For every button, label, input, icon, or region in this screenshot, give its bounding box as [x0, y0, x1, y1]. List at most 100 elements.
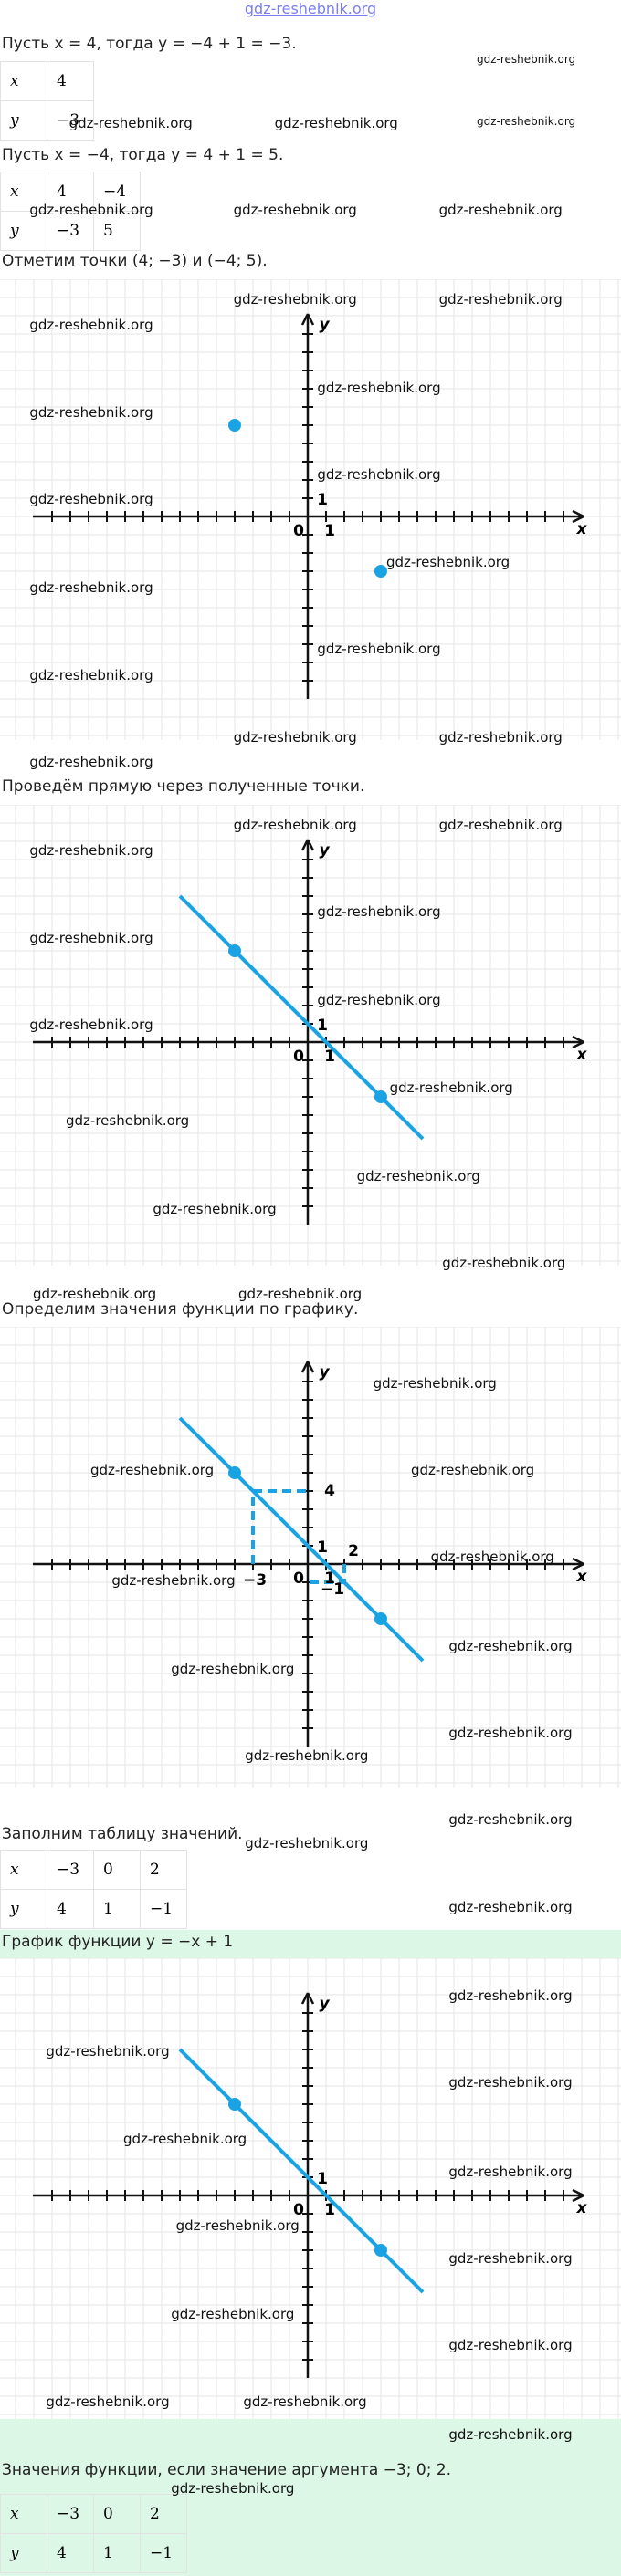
text: Пусть x = −4, тогда y = 4 + 1 = 5.	[2, 146, 284, 164]
axis-label: 1	[317, 1017, 328, 1035]
text: Проведём прямую через полученные точки.	[2, 777, 365, 796]
table-cell: 2	[140, 2494, 187, 2534]
watermark: gdz-reshebnik.org	[317, 466, 441, 484]
watermark: gdz-reshebnik.org	[448, 2163, 573, 2180]
table-cell: 0	[93, 1850, 141, 1890]
table-cell: −3	[47, 100, 94, 141]
watermark: gdz-reshebnik.org	[238, 1286, 363, 1303]
watermark: gdz-reshebnik.org	[243, 2393, 367, 2410]
watermark: gdz-reshebnik.org	[171, 2480, 295, 2497]
table-cell: −1	[140, 1889, 187, 1929]
axis-label: 1	[317, 2170, 328, 2188]
table-cell: 4	[47, 1889, 94, 1929]
axis-label: 1	[324, 522, 335, 540]
watermark: gdz-reshebnik.org	[123, 2130, 247, 2147]
axis-label: 1	[317, 1538, 328, 1557]
point	[228, 1466, 241, 1479]
watermark: gdz-reshebnik.org	[29, 202, 153, 219]
table-cell: y	[0, 1889, 47, 1929]
text: Определим значения функции по графику.	[2, 1300, 359, 1319]
watermark: gdz-reshebnik.org	[373, 1374, 497, 1392]
watermark: gdz-reshebnik.org	[175, 2217, 300, 2234]
text: Отметим точки (4; −3) и (−4; 5).	[2, 252, 268, 270]
watermark: gdz-reshebnik.org	[171, 1660, 295, 1677]
point	[374, 1612, 387, 1625]
table-row: y 4 1 −1	[0, 1889, 187, 1929]
point	[374, 2244, 387, 2257]
watermark: gdz-reshebnik.org	[29, 754, 153, 771]
text: Значения функции, если значение аргумент…	[2, 2461, 452, 2479]
axis-label: x	[576, 520, 588, 538]
graph: xy0 11 24−3 −1	[0, 1327, 621, 1788]
axis-label: 0	[293, 1048, 304, 1066]
watermark: gdz-reshebnik.org	[29, 1017, 153, 1034]
watermark: gdz-reshebnik.org	[245, 1747, 369, 1765]
point	[228, 944, 241, 957]
watermark: gdz-reshebnik.org	[438, 816, 563, 833]
watermark: gdz-reshebnik.org	[442, 1255, 566, 1272]
watermark: gdz-reshebnik.org	[233, 729, 357, 746]
table-cell: y	[0, 100, 47, 141]
arrow	[300, 313, 584, 524]
table-wrap: x 4 y −3	[0, 61, 94, 141]
table-cell: 2	[140, 1850, 187, 1890]
axis-label: 1	[324, 1570, 335, 1588]
table-row: x −3 0 2	[0, 2494, 187, 2534]
watermark: gdz-reshebnik.org	[448, 1725, 573, 1741]
table-cell: −1	[140, 2533, 187, 2573]
watermark: gdz-reshebnik.org	[29, 579, 153, 597]
axis-label: 2	[348, 1542, 359, 1560]
arrow	[300, 839, 584, 1049]
axis-label: x	[576, 2199, 588, 2217]
table-cell: x	[0, 1850, 47, 1890]
watermark: gdz-reshebnik.org	[274, 115, 398, 131]
text: Пусть x = 4, тогда y = −4 + 1 = −3.	[2, 35, 297, 53]
table-cell: −3	[47, 2494, 94, 2534]
arrow	[300, 1992, 584, 2203]
watermark: gdz-reshebnik.org	[448, 2337, 573, 2354]
header[interactable]: gdz-reshebnik.org	[244, 0, 377, 17]
guide-line	[308, 1564, 346, 1584]
graph: xy0 11	[0, 805, 621, 1266]
watermark: gdz-reshebnik.org	[46, 2043, 170, 2060]
watermark: gdz-reshebnik.org	[448, 1637, 573, 1654]
table-cell: x	[0, 61, 47, 101]
watermark: gdz-reshebnik.org	[438, 202, 563, 219]
point	[228, 419, 241, 432]
table-wrap: x 4 −4 y −3 5	[0, 172, 141, 251]
table-cell: 1	[93, 1889, 141, 1929]
watermark: gdz-reshebnik.org	[66, 1111, 190, 1129]
watermark: gdz-reshebnik.org	[29, 929, 153, 946]
watermark: gdz-reshebnik.org	[448, 2074, 573, 2091]
point	[374, 565, 387, 578]
watermark: gdz-reshebnik.org	[448, 2250, 573, 2267]
watermark: gdz-reshebnik.org	[317, 641, 441, 657]
table-row: x −3 0 2	[0, 1850, 187, 1890]
watermark: gdz-reshebnik.org	[90, 1462, 215, 1478]
watermark: gdz-reshebnik.org	[317, 379, 441, 396]
watermark: gdz-reshebnik.org	[477, 115, 576, 128]
table-cell: x	[0, 2494, 47, 2534]
watermark: gdz-reshebnik.org	[430, 1549, 554, 1566]
text: Заполним таблицу значений.	[2, 1825, 243, 1843]
table-row: x 4 −4	[0, 172, 141, 212]
watermark: gdz-reshebnik.org	[438, 729, 563, 746]
guide-line	[251, 1489, 308, 1564]
watermark: gdz-reshebnik.org	[233, 290, 357, 308]
axis-label: 0	[293, 1570, 304, 1588]
watermark: gdz-reshebnik.org	[171, 2306, 295, 2323]
watermark: gdz-reshebnik.org	[29, 317, 153, 334]
watermark: gdz-reshebnik.org	[29, 666, 153, 683]
watermark: gdz-reshebnik.org	[438, 290, 563, 308]
watermark: gdz-reshebnik.org	[46, 2393, 170, 2410]
table-row: y 4 1 −1	[0, 2533, 187, 2573]
watermark: gdz-reshebnik.org	[29, 491, 153, 508]
table-row: y −3	[0, 100, 94, 141]
table-wrap: x −3 0 2 y 4 1 −1	[0, 2494, 187, 2573]
table: x 4 y −3	[0, 61, 94, 141]
table-row: y −3 5	[0, 211, 141, 251]
watermark: gdz-reshebnik.org	[233, 202, 357, 219]
axis-label: x	[576, 1046, 588, 1064]
